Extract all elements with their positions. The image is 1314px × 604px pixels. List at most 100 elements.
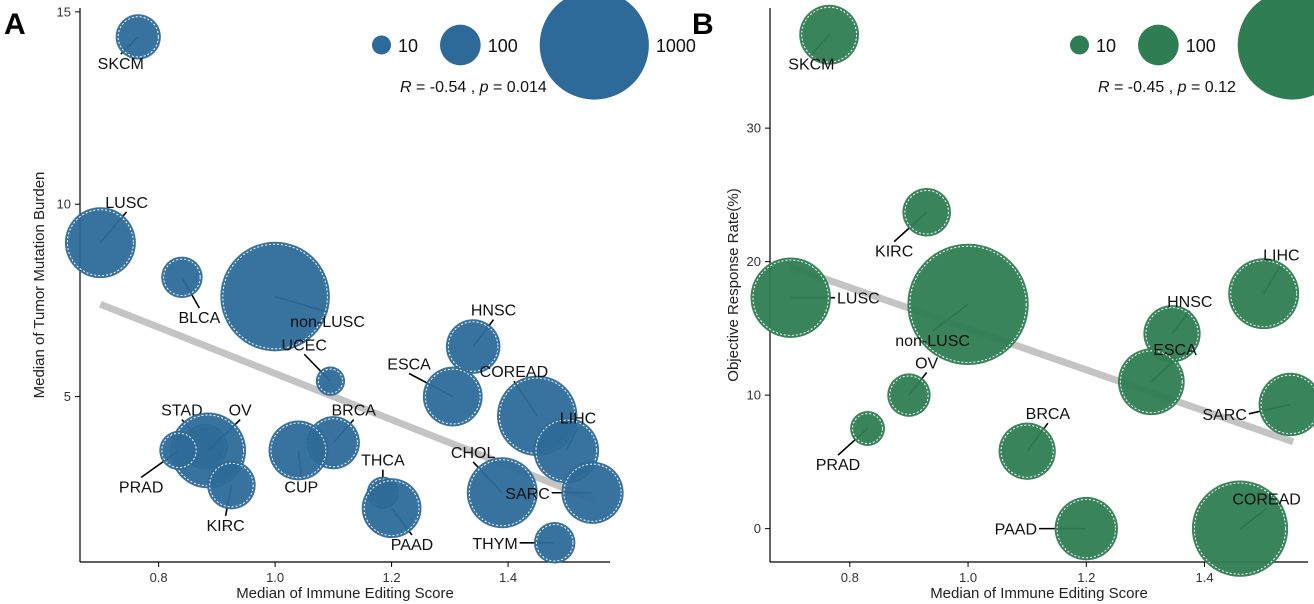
point-label: HNSC	[471, 303, 516, 320]
panel-b: B 0.8 1.0 1.2 1.4 0 10 20 30 Median of Immune Edi…	[692, 0, 1314, 602]
r-symbol: R	[400, 79, 412, 96]
point-label: PRAD	[119, 479, 163, 496]
legend-label: 10	[398, 36, 418, 56]
point-hnsc	[445, 319, 501, 374]
point-blca	[161, 256, 203, 299]
point-label: STAD	[161, 403, 202, 420]
point-outline	[308, 418, 358, 468]
point-cup	[268, 420, 329, 481]
point-hnsc	[1143, 305, 1201, 363]
x-tick-label: 1.2	[1077, 570, 1095, 585]
point-outline	[1193, 482, 1287, 575]
point-label: SARC	[1202, 407, 1246, 424]
point-label: LUSC	[105, 195, 148, 212]
point-thym	[533, 522, 576, 564]
point-esca	[422, 366, 483, 427]
point-label: non-LUSC	[895, 333, 970, 350]
y-tick-label: 5	[64, 389, 71, 404]
p-value: 0.12	[1205, 79, 1236, 96]
point-label: SARC	[505, 486, 549, 503]
legend-label: 100	[488, 36, 518, 56]
y-tick-label: 15	[57, 4, 71, 19]
point-label: LUSC	[837, 291, 880, 308]
x-tick-label: 1.4	[499, 570, 517, 585]
p-symbol: p	[479, 79, 489, 96]
point-label: CUP	[284, 479, 318, 496]
point-skcm	[115, 14, 161, 60]
point-label: PAAD	[391, 537, 433, 554]
point-lusc	[64, 207, 136, 279]
point-outline	[317, 368, 344, 394]
point-kirc	[902, 187, 951, 237]
y-tick-label: 10	[57, 197, 71, 212]
correlation-stat: R = -0.54 , p = 0.014	[400, 79, 547, 96]
point-outline	[270, 422, 327, 479]
legend-label: 10	[1096, 36, 1116, 56]
point-label: BRCA	[1026, 406, 1071, 423]
point-label: non-LUSC	[290, 314, 365, 331]
x-axis-title: Median of Immune Editing Score	[930, 585, 1148, 602]
point-outline	[363, 480, 420, 537]
point-sarc	[561, 461, 624, 524]
point-coread	[1191, 480, 1289, 577]
point-label: PAAD	[995, 522, 1037, 539]
point-lihc	[1228, 258, 1300, 330]
point-outline	[889, 375, 929, 415]
legend-size-1000	[539, 0, 649, 100]
p-value: 0.014	[507, 79, 547, 96]
legend-size-1000	[1237, 0, 1314, 100]
point-outline	[447, 321, 499, 372]
x-tick-label: 0.8	[150, 570, 168, 585]
point-outline	[852, 413, 883, 444]
point-non-lusc	[907, 243, 1029, 366]
point-brca	[998, 422, 1056, 480]
point-outline	[1260, 374, 1314, 435]
point-outline	[209, 462, 254, 508]
r-symbol: R	[1098, 79, 1110, 96]
y-tick-label: 20	[747, 254, 761, 269]
x-tick-label: 1.4	[1195, 570, 1213, 585]
point-label: THYM	[472, 536, 517, 553]
point-label: KIRC	[875, 244, 913, 261]
point-label: OV	[915, 355, 938, 372]
point-label: ESCA	[1153, 342, 1197, 359]
point-outline	[117, 16, 159, 58]
point-outline	[222, 243, 328, 350]
point-non-lusc	[220, 241, 330, 352]
point-label: SKCM	[788, 57, 834, 74]
point-paad	[1054, 496, 1118, 561]
point-outline	[535, 419, 598, 482]
x-tick-label: 1.2	[383, 570, 401, 585]
point-label: KIRC	[206, 518, 244, 535]
y-tick-label: 30	[747, 121, 761, 136]
point-outline	[909, 245, 1027, 364]
point-skcm	[799, 4, 860, 65]
point-ucec	[315, 366, 346, 396]
point-label: COREAD	[480, 364, 548, 381]
point-outline	[468, 459, 536, 527]
point-esca	[1117, 348, 1185, 416]
x-tick-label: 1.0	[959, 570, 977, 585]
sep: ,	[466, 79, 479, 96]
point-outline	[163, 258, 201, 297]
point-outline	[1119, 350, 1183, 414]
point-label: OV	[229, 403, 252, 420]
legend-size-100	[1138, 24, 1179, 66]
point-label: COREAD	[1232, 492, 1300, 509]
x-axis-title: Median of Immune Editing Score	[236, 585, 454, 602]
point-label: BRCA	[332, 403, 377, 420]
legend-label: 100	[1186, 36, 1216, 56]
point-label: PRAD	[816, 457, 860, 474]
point-prad	[850, 411, 885, 446]
point-outline	[752, 259, 829, 336]
point-outline	[172, 414, 245, 487]
point-outline	[424, 368, 481, 425]
legend-size-100	[440, 24, 481, 66]
point-label: LIHC	[1263, 247, 1299, 264]
y-axis-title: Median of Tumor Mutation Burden	[31, 172, 48, 399]
point-outline	[66, 209, 134, 277]
r-eq: =	[1110, 79, 1128, 96]
point-outline	[801, 6, 858, 63]
point-label: ESCA	[387, 356, 431, 373]
point-label: CHOL	[451, 445, 496, 462]
